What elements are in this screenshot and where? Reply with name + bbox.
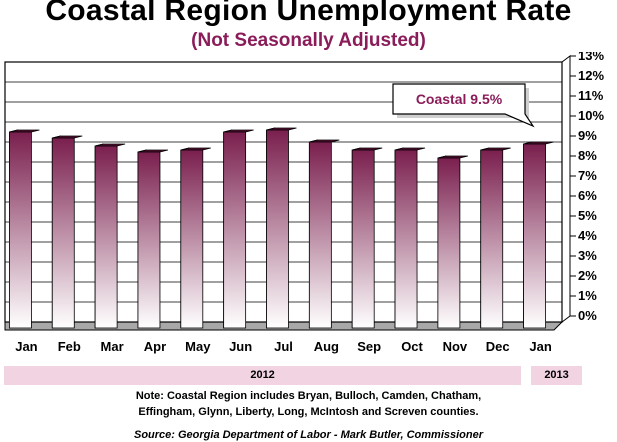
y-tick-label: 10% (578, 108, 604, 123)
bar (308, 141, 332, 329)
callout-box (392, 83, 535, 128)
x-tick-label: Jun (229, 339, 252, 354)
chart-side-wall (561, 55, 571, 323)
note-line-2: Effingham, Glynn, Liberty, Long, McIntos… (138, 406, 479, 418)
bar (394, 149, 418, 329)
callout-label: Coastal 9.5% (416, 91, 503, 107)
y-tick-label: 3% (578, 248, 597, 263)
bar (180, 149, 204, 329)
year-label-2012: 2012 (4, 366, 522, 385)
bar (94, 145, 118, 329)
bar (437, 157, 461, 329)
bar (51, 137, 75, 329)
x-tick-label: Dec (486, 339, 510, 354)
x-tick-label: Jul (274, 339, 293, 354)
bar (223, 131, 247, 329)
x-tick-label: Jan (529, 339, 551, 354)
x-tick-label: Oct (401, 339, 423, 354)
x-tick-label: Jan (15, 339, 37, 354)
chart-subtitle: (Not Seasonally Adjusted) (191, 30, 426, 51)
x-tick-label: Apr (144, 339, 166, 354)
chart-title: Coastal Region Unemployment Rate (45, 0, 572, 27)
y-tick-label: 4% (578, 228, 597, 243)
year-label-2013: 2013 (531, 366, 582, 385)
source-credit: Source: Georgia Department of Labor - Ma… (133, 429, 483, 441)
y-tick-label: 11% (578, 88, 604, 103)
x-tick-label: Nov (443, 339, 468, 354)
x-tick-label: Sep (357, 339, 381, 354)
bar (523, 143, 546, 329)
y-tick-label: 8% (578, 148, 597, 163)
bar-chart: 0% 1% 2% 3% 4% 5% 6% 7% 8% 9% 10% 11% 12% 13% Jan Feb Ma… (4, 52, 604, 354)
y-tick-label: 1% (578, 288, 597, 303)
bar (266, 129, 289, 329)
bar (9, 131, 32, 329)
y-tick-label: 12% (578, 68, 604, 83)
note-line-1: Note: Coastal Region includes Bryan, Bul… (135, 390, 482, 402)
x-tick-label: Feb (58, 339, 81, 354)
y-tick-label: 9% (578, 128, 597, 143)
x-tick-label: Aug (314, 339, 339, 354)
y-tick-label: 7% (578, 168, 597, 183)
y-tick-label: 5% (578, 208, 597, 223)
bar (137, 151, 161, 329)
y-tick-label: 0% (578, 308, 597, 323)
y-tick-label: 6% (578, 188, 597, 203)
y-tick-label: 13% (578, 52, 604, 63)
bar (480, 149, 504, 329)
bar (351, 149, 375, 329)
y-tick-label: 2% (578, 268, 597, 283)
x-tick-label: May (185, 339, 211, 354)
x-tick-label: Mar (101, 339, 124, 354)
